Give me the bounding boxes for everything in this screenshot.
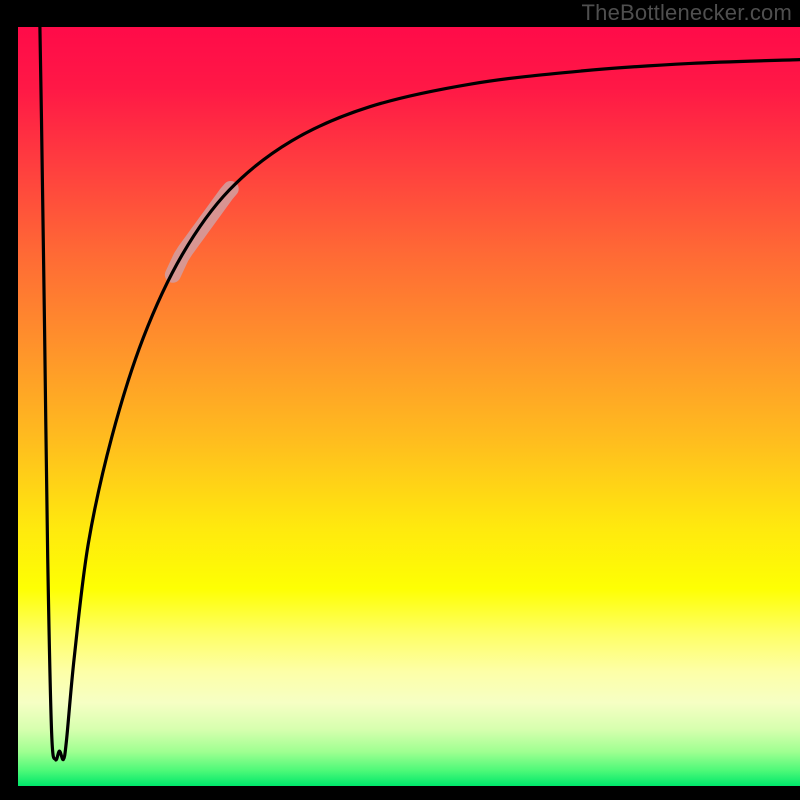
frame-left: [0, 0, 18, 800]
chart-plot-area: [18, 27, 800, 786]
watermark-text: TheBottlenecker.com: [582, 0, 792, 26]
frame-bottom: [0, 786, 800, 800]
chart-background-gradient: [18, 27, 800, 786]
